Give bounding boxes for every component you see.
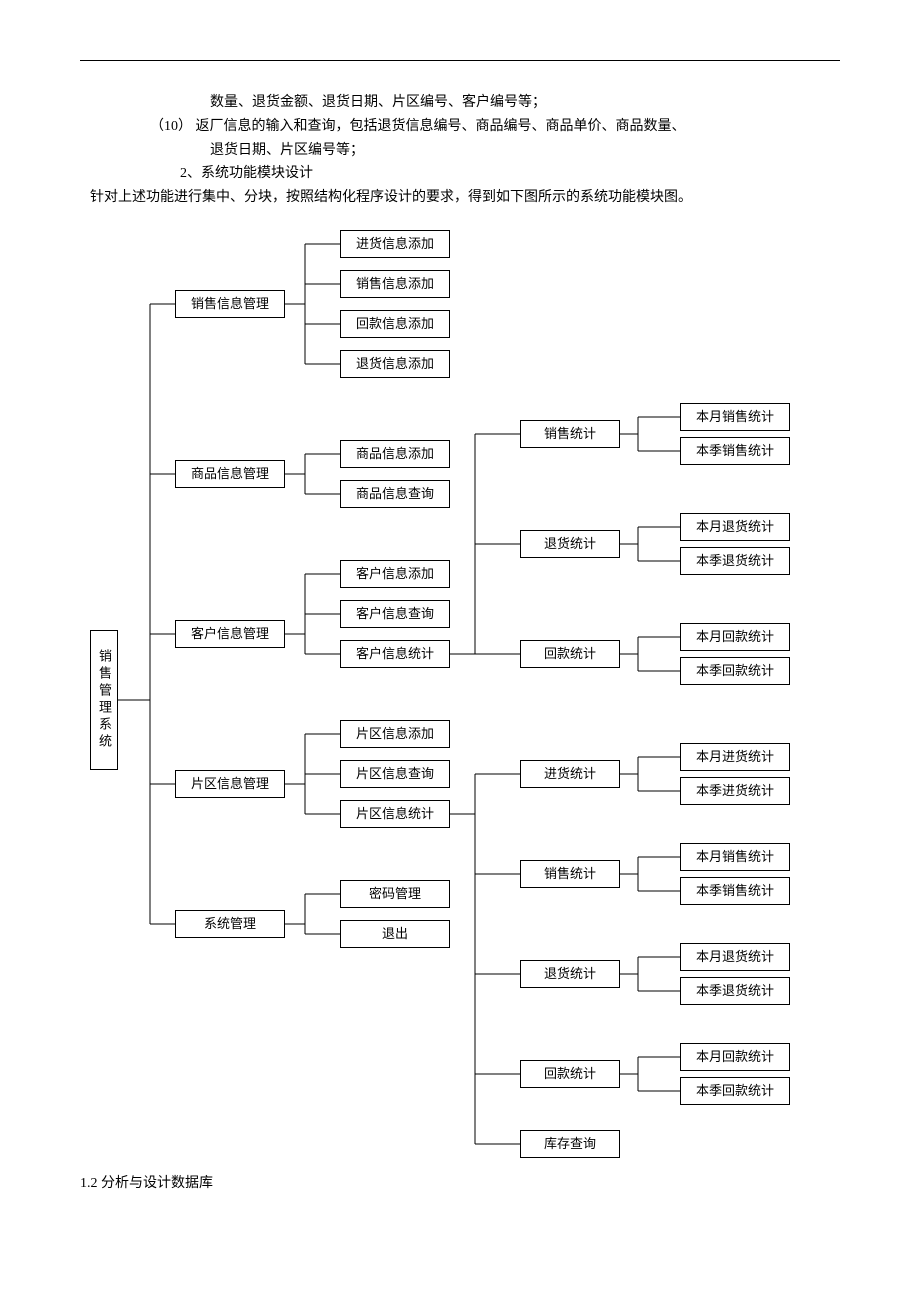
paragraph: 针对上述功能进行集中、分块，按照结构化程序设计的要求，得到如下图所示的系统功能模… xyxy=(80,186,840,210)
module-diagram: 销售管理系统 销售信息管理商品信息管理客户信息管理片区信息管理系统管理 进货信息添加… xyxy=(80,230,840,1152)
level4-node-g5: 本季退货统计 xyxy=(680,977,790,1005)
level1-node: 片区信息管理 xyxy=(175,770,285,798)
level4-node-g4: 本月销售统计 xyxy=(680,843,790,871)
level2-node-customer: 客户信息查询 xyxy=(340,600,450,628)
text-line-2: （10） 返厂信息的输入和查询，包括退货信息编号、商品编号、商品单价、商品数量、 xyxy=(80,115,840,139)
level2-node-sales: 进货信息添加 xyxy=(340,230,450,258)
text-line-3: 退货日期、片区编号等； xyxy=(80,139,840,163)
level4-node-g3: 本季进货统计 xyxy=(680,777,790,805)
level2-node-sales: 退货信息添加 xyxy=(340,350,450,378)
level4-node-g2: 本季回款统计 xyxy=(680,657,790,685)
level4-node-g3: 本月进货统计 xyxy=(680,743,790,771)
level3-node: 销售统计 xyxy=(520,860,620,888)
level1-node: 客户信息管理 xyxy=(175,620,285,648)
level2-node-product: 商品信息查询 xyxy=(340,480,450,508)
level2-node-area: 片区信息添加 xyxy=(340,720,450,748)
level2-node-area: 片区信息查询 xyxy=(340,760,450,788)
level2-node-area: 片区信息统计 xyxy=(340,800,450,828)
text-line-1: 数量、退货金额、退货日期、片区编号、客户编号等； xyxy=(80,91,840,115)
level4-node-g1: 本季退货统计 xyxy=(680,547,790,575)
level4-node-g0: 本月销售统计 xyxy=(680,403,790,431)
level2-node-customer: 客户信息统计 xyxy=(340,640,450,668)
level3-node: 回款统计 xyxy=(520,640,620,668)
level2-node-customer: 客户信息添加 xyxy=(340,560,450,588)
level3-node: 进货统计 xyxy=(520,760,620,788)
level2-node-sales: 回款信息添加 xyxy=(340,310,450,338)
level2-node-system: 密码管理 xyxy=(340,880,450,908)
level2-node-product: 商品信息添加 xyxy=(340,440,450,468)
level4-node-g6: 本月回款统计 xyxy=(680,1043,790,1071)
section-heading: 1.2 分析与设计数据库 xyxy=(80,1172,840,1196)
level1-node: 系统管理 xyxy=(175,910,285,938)
level1-node: 销售信息管理 xyxy=(175,290,285,318)
level4-node-g1: 本月退货统计 xyxy=(680,513,790,541)
root-node: 销售管理系统 xyxy=(90,630,118,770)
level4-node-g4: 本季销售统计 xyxy=(680,877,790,905)
level4-node-g0: 本季销售统计 xyxy=(680,437,790,465)
level3-node: 销售统计 xyxy=(520,420,620,448)
level3-node: 退货统计 xyxy=(520,960,620,988)
level2-node-sales: 销售信息添加 xyxy=(340,270,450,298)
level4-node-g5: 本月退货统计 xyxy=(680,943,790,971)
level1-node: 商品信息管理 xyxy=(175,460,285,488)
text-line-4: 2、系统功能模块设计 xyxy=(80,162,840,186)
diagram-connectors xyxy=(80,230,840,1152)
level4-node-g6: 本季回款统计 xyxy=(680,1077,790,1105)
level2-node-system: 退出 xyxy=(340,920,450,948)
top-rule xyxy=(80,60,840,61)
page: 数量、退货金额、退货日期、片区编号、客户编号等； （10） 返厂信息的输入和查询… xyxy=(0,0,920,1236)
level4-node-g2: 本月回款统计 xyxy=(680,623,790,651)
level3-node: 回款统计 xyxy=(520,1060,620,1088)
level3-node: 退货统计 xyxy=(520,530,620,558)
level3-node: 库存查询 xyxy=(520,1130,620,1158)
